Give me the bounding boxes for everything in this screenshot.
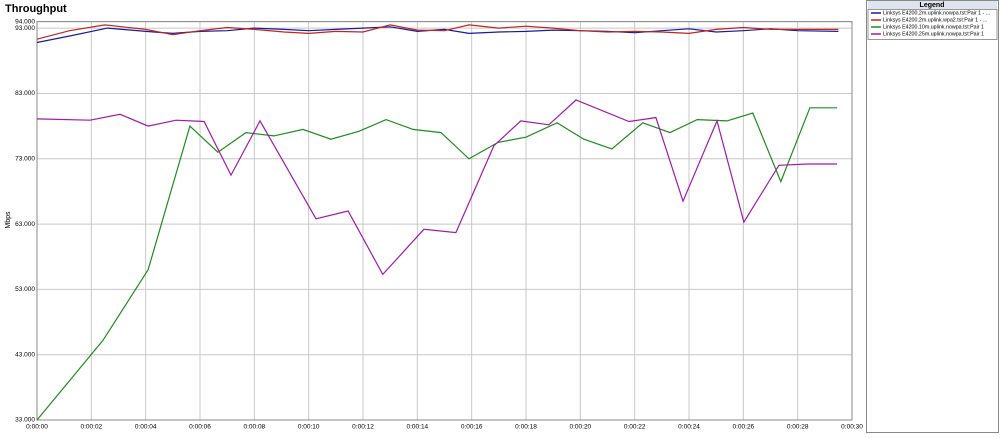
x-tick-label: 0:00:26 — [732, 424, 754, 431]
series-line — [36, 99, 838, 276]
plot-border — [36, 21, 853, 421]
x-tick-label: 0:00:06 — [189, 424, 211, 431]
x-tick-label: 0:00:14 — [406, 424, 428, 431]
x-tick-label: 0:00:24 — [678, 424, 700, 431]
x-tick-label: 0:00:22 — [624, 424, 646, 431]
chart-title: Throughput — [5, 3, 67, 15]
y-tick-label: 93.000 — [15, 25, 35, 32]
y-tick-label: 73.000 — [15, 155, 35, 162]
legend-label: Linksys E4200.2m.uplink.nowpa.tst:Pair 1… — [883, 10, 990, 16]
y-tick-label: 83.000 — [15, 90, 35, 97]
legend-box — [867, 9, 998, 40]
x-tick-label: 0:00:08 — [243, 424, 265, 431]
legend-header — [868, 1, 997, 9]
legend-label: Linksys E4200.25m.uplink.nowpa.tst:Pair … — [883, 31, 984, 37]
x-tick-label: 0:00:16 — [461, 424, 483, 431]
x-tick-label: 0:00:30 — [841, 424, 863, 431]
series-line — [36, 24, 839, 40]
legend-title: Legend — [920, 2, 945, 9]
x-tick-label: 0:00:02 — [80, 424, 102, 431]
y-tick-label: 43.000 — [15, 351, 35, 358]
plot-panel — [0, 0, 864, 433]
legend-label: Linksys E4200.10m.uplink.nowpa.tst:Pair … — [883, 24, 984, 30]
legend-panel — [866, 0, 999, 433]
y-tick-label: 63.000 — [15, 221, 35, 228]
x-tick-label: 0:00:20 — [569, 424, 591, 431]
x-tick-label: 0:00:04 — [135, 424, 157, 431]
y-tick-label: 94.000 — [15, 18, 35, 25]
x-tick-label: 0:00:12 — [352, 424, 374, 431]
x-tick-label: 0:00:28 — [787, 424, 809, 431]
y-tick-label: 33.000 — [15, 417, 35, 424]
x-tick-label: 0:00:10 — [298, 424, 320, 431]
legend-label: Linksys E4200.2m.uplink.wpa2.tst:Pair 1 … — [883, 17, 987, 23]
y-axis-label: Mbps — [5, 211, 12, 229]
x-tick-label: 0:00:18 — [515, 424, 537, 431]
x-tick-label: 0:00:00 — [26, 424, 48, 431]
y-tick-label: 53.000 — [15, 286, 35, 293]
